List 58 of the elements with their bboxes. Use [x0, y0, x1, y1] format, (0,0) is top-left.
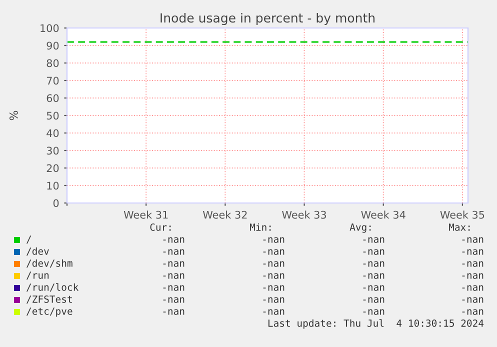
text: -nan	[163, 285, 184, 291]
y-tick-label: 100	[40, 24, 59, 32]
text: -nan	[263, 309, 284, 315]
text: -nan	[462, 249, 484, 255]
y-tick-label: 50	[46, 112, 59, 120]
text: -nan	[163, 297, 184, 303]
legend-label: /etc/pve	[26, 308, 72, 317]
y-tick-label: 20	[46, 164, 59, 172]
text: -nan	[363, 285, 384, 291]
text: -nan	[363, 237, 384, 243]
text: -nan	[263, 285, 284, 291]
text: -nan	[263, 237, 284, 243]
text: -nan	[462, 237, 484, 243]
legend-label: /run/lock	[26, 283, 79, 292]
x-tick-label: Week 31	[124, 210, 168, 219]
legend-label: /	[26, 236, 32, 244]
text: -nan	[363, 261, 384, 267]
text: -nan	[163, 273, 184, 279]
y-tick-label: 70	[46, 76, 59, 85]
text: -nan	[462, 261, 484, 267]
text: -nan	[163, 249, 184, 255]
text: -nan	[462, 285, 484, 291]
text: -nan	[363, 297, 384, 303]
text: -nan	[462, 309, 484, 315]
text: Max:	[448, 224, 470, 231]
y-tick-label: 10	[47, 182, 59, 190]
x-tick-label: Week 35	[440, 210, 484, 219]
y-tick-label: 60	[46, 94, 59, 102]
text: -nan	[263, 297, 284, 303]
text: -nan	[163, 237, 184, 243]
x-tick-label: Week 34	[361, 210, 406, 219]
y-axis-title: %	[9, 110, 18, 120]
text: -nan	[263, 261, 284, 267]
text: Min:	[250, 223, 271, 231]
text: -nan	[363, 309, 384, 315]
x-tick-label: Week 33	[282, 210, 326, 219]
text: Cur:	[150, 223, 171, 231]
legend-label: /run	[26, 272, 49, 280]
text: Last update: Thu Jul 4 10:30:15 2024	[268, 319, 484, 329]
text: -nan	[462, 297, 484, 303]
legend-label: /dev/shm	[26, 259, 72, 268]
y-tick-label: 80	[46, 59, 59, 68]
legend-label: /dev	[26, 247, 49, 256]
text: -nan	[163, 261, 184, 267]
text: -nan	[163, 309, 184, 315]
x-tick-label: Week 32	[202, 210, 247, 219]
text: -nan	[263, 249, 284, 255]
text: -nan	[363, 273, 384, 279]
y-tick-label: 30	[46, 146, 59, 155]
chart-title: Inode usage in percent - by month	[160, 12, 374, 26]
y-tick-label: 90	[46, 42, 59, 50]
legend-label: /ZFSTest	[26, 295, 72, 304]
y-tick-label: 40	[46, 129, 59, 138]
text: -nan	[263, 273, 284, 279]
text: -nan	[363, 249, 384, 255]
y-tick-label: 0	[53, 199, 59, 208]
text: Avg:	[350, 224, 371, 233]
text: -nan	[462, 273, 484, 279]
